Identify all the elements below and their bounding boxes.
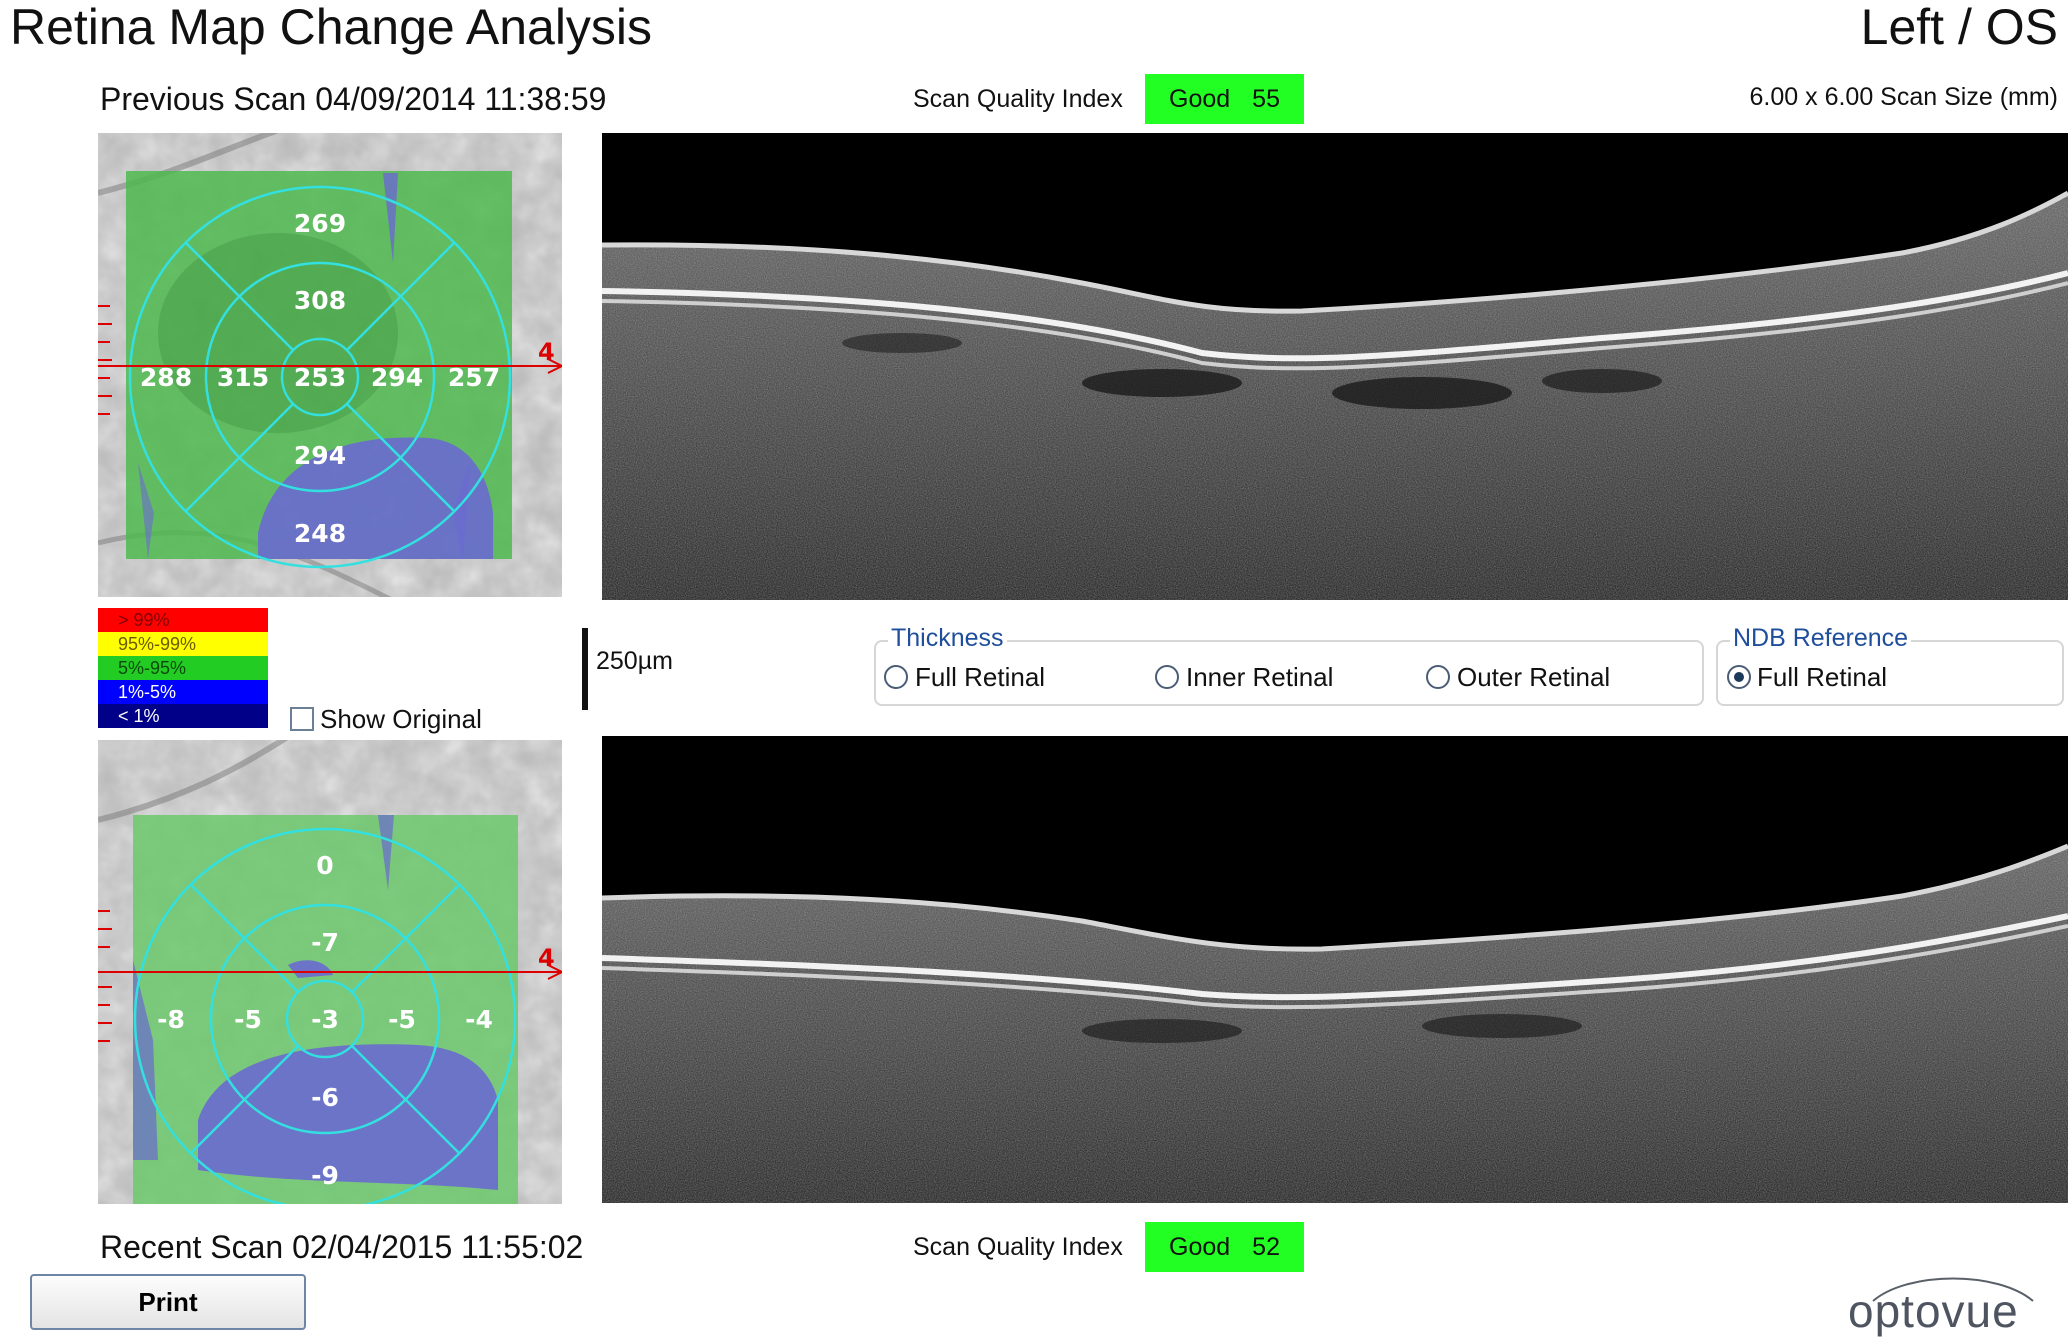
thickness-group [874,640,1704,706]
legend-item-95-99: 95%-99% [98,632,268,656]
eye-label: Left / OS [1860,0,2058,55]
previous-sqi-label: Scan Quality Index [913,85,1123,113]
recent-scan-marker: 4 [538,944,555,972]
recent-sector-temporal-inner: -5 [234,1005,262,1034]
recent-sector-superior-inner: -7 [311,928,339,957]
previous-sqi-value: 55 [1252,85,1280,113]
previous-oct-bscan [602,133,2068,600]
recent-sector-nasal-outer: -4 [465,1005,493,1034]
recent-sqi-badge: Good 52 [1145,1222,1304,1272]
previous-scan-label: Previous Scan 04/09/2014 11:38:59 [100,81,607,117]
recent-sqi-label: Scan Quality Index [913,1233,1123,1261]
prev-sector-center: 253 [294,363,346,392]
previous-sqi-badge: Good 55 [1145,74,1304,124]
recent-sector-inferior-inner: -6 [311,1083,339,1112]
thickness-inner-retinal-radio[interactable] [1155,665,1179,689]
thickness-group-title: Thickness [888,624,1007,652]
prev-sector-nasal-inner: 294 [371,363,423,392]
scale-bar [582,628,588,710]
thickness-outer-retinal-label[interactable]: Outer Retinal [1457,662,1611,692]
prev-sector-superior-outer: 269 [294,209,346,238]
prev-sector-temporal-inner: 315 [217,363,269,392]
thickness-full-retinal-radio[interactable] [884,665,908,689]
prev-sector-superior-inner: 308 [294,286,346,315]
page-title: Retina Map Change Analysis [10,0,653,55]
ndb-full-retinal-radio[interactable] [1727,665,1751,689]
recent-sqi-status: Good [1169,1233,1231,1261]
optovue-logo: optovue [1848,1266,2048,1336]
legend-item-5-95: 5%-95% [98,656,268,680]
recent-scan-label: Recent Scan 02/04/2015 11:55:02 [100,1229,584,1265]
previous-thickness-map: 269 308 288 315 253 294 257 294 248 4 [98,133,562,597]
thickness-outer-retinal-radio[interactable] [1426,665,1450,689]
ndb-full-retinal-label[interactable]: Full Retinal [1757,662,1888,692]
prev-sector-inferior-inner: 294 [294,441,346,470]
recent-sector-inferior-outer: -9 [311,1161,339,1190]
legend-item-lt1: < 1% [98,704,268,728]
thickness-full-retinal-label[interactable]: Full Retinal [915,662,1046,692]
scale-label: 250µm [596,647,673,675]
prev-sector-nasal-outer: 257 [448,363,500,392]
recent-change-map: 0 -7 -8 -5 -3 -5 -4 -6 -9 4 [98,740,562,1204]
logo-arc-icon [1872,1277,2034,1302]
recent-sector-center: -3 [311,1005,339,1034]
prev-sector-inferior-outer: 248 [294,519,346,548]
ndb-reference-title: NDB Reference [1730,624,1912,652]
recent-sector-superior-outer: 0 [316,851,333,880]
significance-legend: > 99% 95%-99% 5%-95% 1%-5% < 1% [98,608,268,728]
scan-size-label: 6.00 x 6.00 Scan Size (mm) [1749,83,2058,111]
legend-item-gt99: > 99% [98,608,268,632]
recent-sector-temporal-outer: -8 [157,1005,185,1034]
recent-sqi-value: 52 [1252,1233,1280,1261]
show-original-checkbox[interactable] [290,707,314,731]
show-original-label[interactable]: Show Original [320,704,482,734]
prev-scan-marker: 4 [538,338,555,366]
prev-sector-temporal-outer: 288 [140,363,192,392]
logo-text: optovue [1848,1285,2019,1337]
previous-sqi-status: Good [1169,85,1231,113]
print-button[interactable]: Print [30,1274,306,1330]
thickness-inner-retinal-label[interactable]: Inner Retinal [1186,662,1334,692]
legend-item-1-5: 1%-5% [98,680,268,704]
recent-sector-nasal-inner: -5 [388,1005,416,1034]
recent-oct-bscan [602,736,2068,1203]
